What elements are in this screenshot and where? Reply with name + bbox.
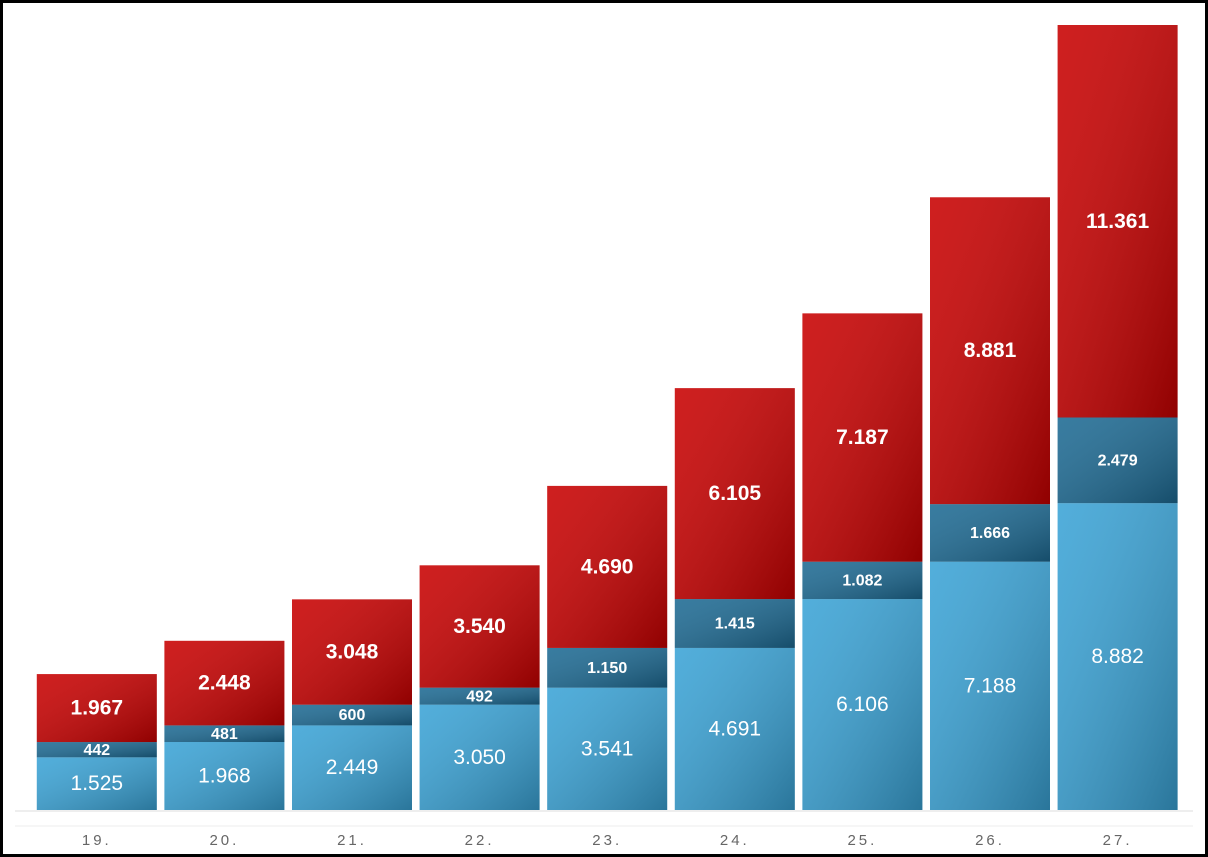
bar-shade [164,640,285,726]
bar-shade [292,704,412,726]
bar-shade [164,725,285,743]
bar-shade [674,599,795,648]
data-label: 2.479 [1098,453,1138,470]
data-label: 1.666 [970,525,1010,542]
x-tick-label: 22. [465,832,495,849]
bar-shade [36,757,157,810]
data-label: 3.048 [326,641,379,664]
data-label: 600 [339,707,366,724]
x-tick-label: 19. [82,832,112,849]
data-label: 481 [211,726,238,743]
data-label: 1.967 [71,697,124,720]
data-label: 7.187 [836,426,889,449]
x-tick-label: 23. [592,832,622,849]
bar-shade [292,599,412,705]
x-tick-label: 27. [1103,832,1133,849]
x-tick-label: 21. [337,832,367,849]
bar-shade [547,647,668,688]
data-label: 3.050 [453,746,506,769]
data-label: 1.525 [71,772,124,795]
data-label: 8.882 [1091,645,1144,668]
bar-shade [419,565,540,688]
bar-shade [1057,417,1178,504]
bar-shade [802,599,923,810]
data-label: 2.449 [326,756,379,779]
bar-shade [930,561,1050,810]
data-label: 4.691 [709,718,762,741]
bar-shade [802,561,923,600]
bar-shade [547,687,668,810]
bar-shade [930,197,1050,505]
data-label: 6.105 [709,482,762,505]
bar-shade [674,647,795,810]
data-label: 7.188 [964,674,1017,697]
bar-shade [1057,503,1178,810]
bar-shade [292,725,412,810]
data-label: 11.361 [1086,210,1149,233]
data-label: 4.690 [581,555,634,578]
data-label: 1.415 [715,616,755,633]
data-label: 3.540 [453,615,506,638]
data-label: 3.541 [581,737,634,760]
data-label: 6.106 [836,693,889,716]
x-tick-label: 20. [209,832,239,849]
bar-shade [802,313,923,562]
bar-shade [419,687,540,705]
data-label: 8.881 [964,339,1017,362]
bar-shade [36,742,157,758]
bar-shade [930,504,1050,562]
bar-shade [419,704,540,810]
bar-shade [547,485,668,648]
data-label: 1.150 [587,660,627,677]
data-label: 1.082 [842,573,882,590]
data-label: 1.968 [198,765,251,788]
x-tick-label: 25. [847,832,877,849]
x-tick-label: 26. [975,832,1005,849]
data-label: 492 [466,688,493,705]
bar-shade [36,674,157,743]
x-tick-label: 24. [720,832,750,849]
bar-shade [164,742,285,810]
data-label: 2.448 [198,672,251,695]
data-label: 442 [83,742,110,759]
bar-shade [1057,25,1178,418]
bar-shade [674,388,795,600]
